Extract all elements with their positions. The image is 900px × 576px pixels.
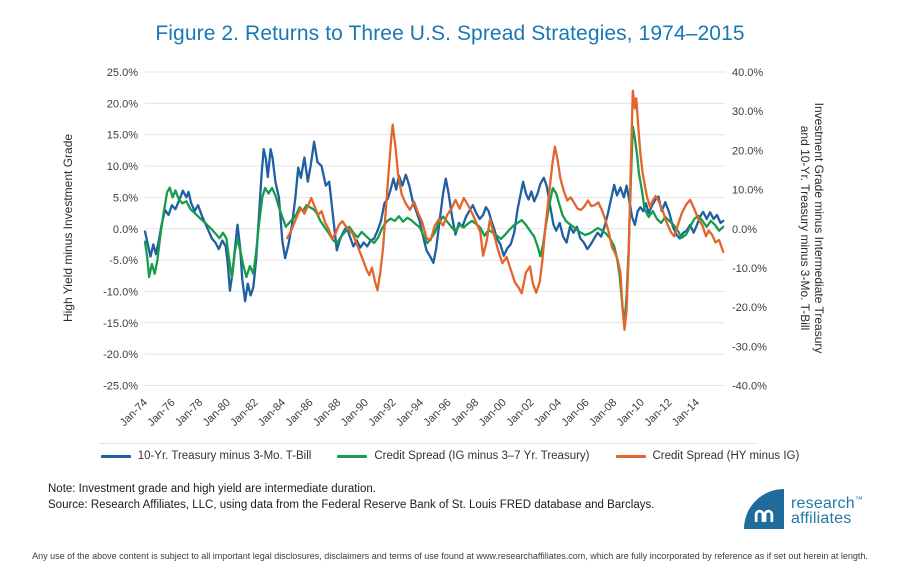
x-axis-tick: Jan-10 [615,397,647,429]
legend-item-hy-spread: Credit Spread (HY minus IG) [615,450,800,462]
right-axis-title-line2: and 10-Yr. Treasury minus 3-Mo. T-Bill [798,125,812,331]
legal-disclaimer: Any use of the above content is subject … [32,551,868,561]
legend-label-hy-spread: Credit Spread (HY minus IG) [652,450,800,462]
y-axis-tick-right: 10.0% [732,185,763,197]
right-axis-title: Investment Grade minus Intermediate Trea… [798,62,826,394]
y-axis-tick-left: 10.0% [107,161,138,173]
ra-monogram-icon [754,509,774,522]
right-axis-title-line1: Investment Grade minus Intermediate Trea… [812,102,826,354]
ig-spread-line-swatch-icon [337,454,368,458]
y-axis-tick-left: -5.0% [109,255,138,267]
series-line-treasury [143,140,725,303]
y-axis-tick-right: 0.0% [732,224,757,236]
x-axis-tick: Jan-06 [559,397,591,429]
series-line-hy-spread [285,89,725,331]
x-axis-tick: Jan-98 [449,397,481,429]
chart-title: Figure 2. Returns to Three U.S. Spread S… [155,22,745,45]
x-axis-tick: Jan-78 [173,397,205,429]
logo-line1: research™ [791,495,864,512]
x-axis-tick: Jan-90 [339,397,371,429]
legend-divider [100,443,756,444]
y-axis-tick-left: 25.0% [107,67,138,79]
x-axis-tick: Jan-08 [587,397,619,429]
x-axis-tick: Jan-00 [477,397,509,429]
note-text: Note: Investment grade and high yield ar… [48,483,376,495]
x-axis-tick: Jan-96 [421,397,453,429]
trademark-symbol: ™ [854,495,864,504]
logo-wordmark: research™ affiliates [791,492,864,527]
legend-item-ig-spread: Credit Spread (IG minus 3–7 Yr. Treasury… [337,450,590,462]
treasury-line-swatch-icon [100,454,131,458]
x-axis-tick: Jan-88 [311,397,343,429]
y-axis-tick-left: 15.0% [107,130,138,142]
y-axis-tick-left: -20.0% [103,349,138,361]
y-axis-tick-left: 20.0% [107,98,138,110]
y-axis-tick-right: -30.0% [732,341,767,353]
x-axis-tick: Jan-02 [504,397,536,429]
chart-legend: 10-Yr. Treasury minus 3-Mo. T-Bill Credi… [0,450,900,462]
y-axis-tick-right: 40.0% [732,67,763,79]
x-axis-tick: Jan-92 [366,397,398,429]
left-axis-title: High Yield minus Investment Grade [61,133,75,323]
legend-label-ig-spread: Credit Spread (IG minus 3–7 Yr. Treasury… [374,450,590,462]
x-axis-tick: Jan-04 [532,397,564,429]
logo-mark-icon [744,489,784,529]
x-axis-tick: Jan-14 [670,397,702,429]
x-axis-tick: Jan-94 [394,397,426,429]
y-axis-tick-right: -10.0% [732,263,767,275]
x-axis-tick: Jan-74 [118,397,150,429]
logo-line2: affiliates [791,510,852,527]
hy-spread-line-swatch-icon [615,454,646,458]
y-axis-tick-right: 30.0% [732,106,763,118]
notes-block: Note: Investment grade and high yield ar… [48,481,654,513]
legend-item-treasury: 10-Yr. Treasury minus 3-Mo. T-Bill [100,450,312,462]
y-axis-tick-left: -15.0% [103,318,138,330]
y-axis-tick-left: -10.0% [103,286,138,298]
x-axis-tick: Jan-12 [642,397,674,429]
y-axis-tick-left: 5.0% [113,192,138,204]
research-affiliates-logo: research™ affiliates [744,489,863,529]
x-axis-tick: Jan-82 [228,397,260,429]
legend-label-treasury: 10-Yr. Treasury minus 3-Mo. T-Bill [137,450,312,462]
x-axis-tick: Jan-76 [145,397,177,429]
y-axis-tick-right: -20.0% [732,302,767,314]
y-axis-tick-right: 20.0% [732,145,763,157]
y-axis-tick-right: -40.0% [732,381,767,393]
chart-plot: 25.0% 20.0% 15.0% 10.0% 5.0% 0.0% -5.0% -10.0% -… [103,67,767,429]
x-axis-tick: Jan-84 [256,397,288,429]
source-text: Source: Research Affiliates, LLC, using … [48,499,655,511]
x-axis-tick: Jan-86 [283,397,315,429]
y-axis-tick-left: -25.0% [103,381,138,393]
y-axis-tick-left: 0.0% [113,224,138,236]
x-axis-tick: Jan-80 [201,397,233,429]
